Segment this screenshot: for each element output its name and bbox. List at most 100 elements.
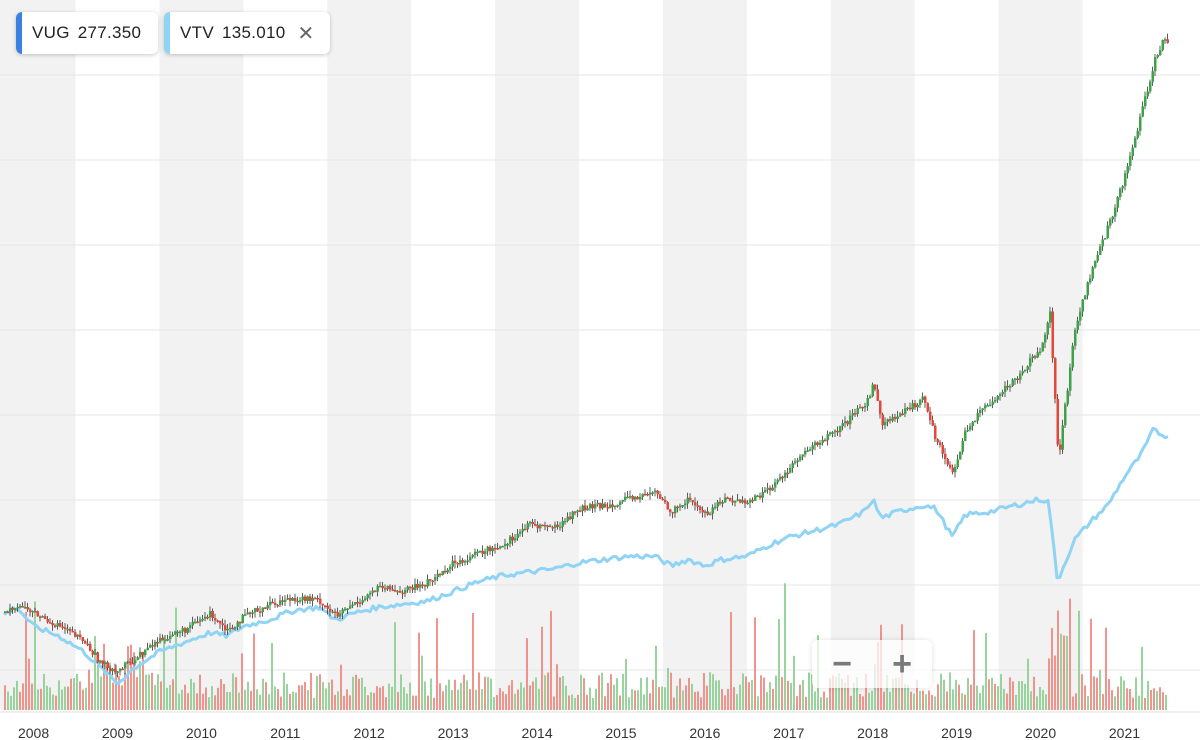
vug-candle	[909, 402, 912, 411]
close-icon[interactable]: ✕	[297, 22, 315, 45]
vug-candle	[79, 630, 82, 640]
zoom-in-button[interactable]: +	[892, 645, 912, 683]
candle-body	[504, 543, 507, 546]
candle-body	[336, 612, 339, 617]
candle-body	[589, 504, 592, 509]
candle-body	[211, 610, 214, 619]
volume-bar	[733, 687, 735, 710]
candle-body	[866, 397, 869, 407]
vug-candle	[1119, 187, 1122, 201]
vug-candle	[986, 403, 989, 407]
vug-candle	[1141, 101, 1144, 118]
candle-body	[1004, 385, 1007, 392]
candle-body	[1031, 356, 1034, 359]
legend-tag-vug[interactable]: VUG 277.350	[16, 12, 158, 54]
volume-bar	[148, 674, 150, 710]
candle-body	[1066, 390, 1069, 405]
vug-candle	[656, 490, 659, 499]
volume-bar	[106, 665, 108, 710]
candle-body	[76, 634, 79, 637]
volume-bar	[349, 695, 351, 710]
candle-body	[769, 487, 772, 491]
vug-candle	[171, 631, 174, 637]
candle-body	[729, 498, 732, 501]
candle-body	[396, 590, 399, 593]
candle-body	[226, 628, 229, 631]
volume-bar	[835, 676, 837, 710]
candle-body	[371, 590, 374, 593]
candle-body	[1146, 91, 1149, 97]
volume-bar	[1036, 696, 1038, 710]
vug-candle	[1071, 342, 1074, 371]
volume-bar	[673, 697, 675, 710]
vug-candle	[261, 607, 264, 617]
volume-bar	[265, 682, 267, 710]
vug-candle	[704, 509, 707, 518]
candle-body	[644, 493, 647, 496]
vug-candle	[619, 500, 622, 510]
candle-body	[914, 403, 917, 408]
vug-candle	[931, 415, 934, 426]
candle-body	[884, 421, 887, 426]
volume-bar	[898, 677, 900, 710]
vug-candle	[1111, 215, 1114, 224]
vug-candle	[856, 405, 859, 417]
vug-candle	[609, 499, 612, 509]
volume-bar	[304, 681, 306, 710]
volume-bar	[1018, 681, 1020, 710]
volume-bar	[445, 685, 447, 710]
volume-bar	[565, 685, 567, 710]
vug-candle	[274, 598, 277, 608]
vug-candle	[589, 502, 592, 511]
volume-bar	[1042, 689, 1044, 710]
vug-candle	[1104, 237, 1107, 240]
volume-bar	[226, 691, 228, 710]
vug-candle	[984, 402, 987, 412]
legend-tag-vtv[interactable]: VTV 135.010 ✕	[164, 12, 330, 54]
volume-bar	[61, 689, 63, 710]
vug-candle	[1069, 363, 1072, 397]
vug-candle	[346, 608, 349, 614]
volume-bar	[427, 695, 429, 710]
vug-color-swatch	[16, 12, 22, 54]
candle-body	[601, 503, 604, 509]
year-band	[830, 0, 915, 710]
vug-candle	[664, 496, 667, 504]
candle-body	[231, 627, 234, 630]
vug-candle	[994, 396, 997, 404]
candle-body	[941, 444, 944, 454]
candle-body	[1061, 425, 1064, 450]
volume-bar	[889, 691, 891, 710]
volume-bar	[25, 611, 27, 710]
candle-body	[1011, 379, 1014, 387]
volume-bar	[82, 689, 84, 710]
vug-candle	[739, 499, 742, 504]
candle-body	[1081, 299, 1084, 312]
candle-body	[721, 502, 724, 504]
vug-candle	[404, 587, 407, 597]
vug-candle	[251, 609, 254, 619]
vug-candle	[709, 511, 712, 516]
candle-body	[434, 576, 437, 581]
candle-body	[436, 573, 439, 577]
volume-bar	[67, 686, 69, 710]
volume-bar	[757, 696, 759, 710]
zoom-out-button[interactable]: −	[832, 645, 852, 683]
volume-bar	[964, 694, 966, 710]
vug-candle	[576, 509, 579, 518]
vug-candle	[774, 478, 777, 493]
volume-bar	[814, 691, 816, 710]
vug-candle	[394, 584, 397, 593]
vug-candle	[836, 426, 839, 437]
vug-candle	[334, 608, 337, 618]
vug-candle	[459, 555, 462, 567]
volume-bar	[91, 682, 93, 710]
vug-candle	[196, 616, 199, 624]
candle-body	[326, 605, 329, 609]
candle-body	[789, 467, 792, 473]
vug-candle	[824, 438, 827, 442]
volume-bar	[820, 697, 822, 710]
volume-bar	[775, 675, 777, 710]
volume-bar	[781, 677, 783, 710]
volume-bar	[406, 693, 408, 710]
